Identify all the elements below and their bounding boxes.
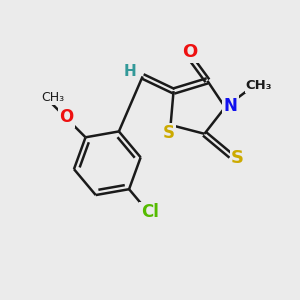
Text: S: S xyxy=(162,124,174,142)
Text: O: O xyxy=(59,108,74,126)
Text: CH₃: CH₃ xyxy=(41,91,64,104)
Text: O: O xyxy=(182,43,197,61)
Text: S: S xyxy=(231,149,244,167)
Text: N: N xyxy=(224,97,237,115)
Text: CH₃: CH₃ xyxy=(246,79,272,92)
Text: H: H xyxy=(124,64,136,79)
Text: Cl: Cl xyxy=(141,203,158,221)
